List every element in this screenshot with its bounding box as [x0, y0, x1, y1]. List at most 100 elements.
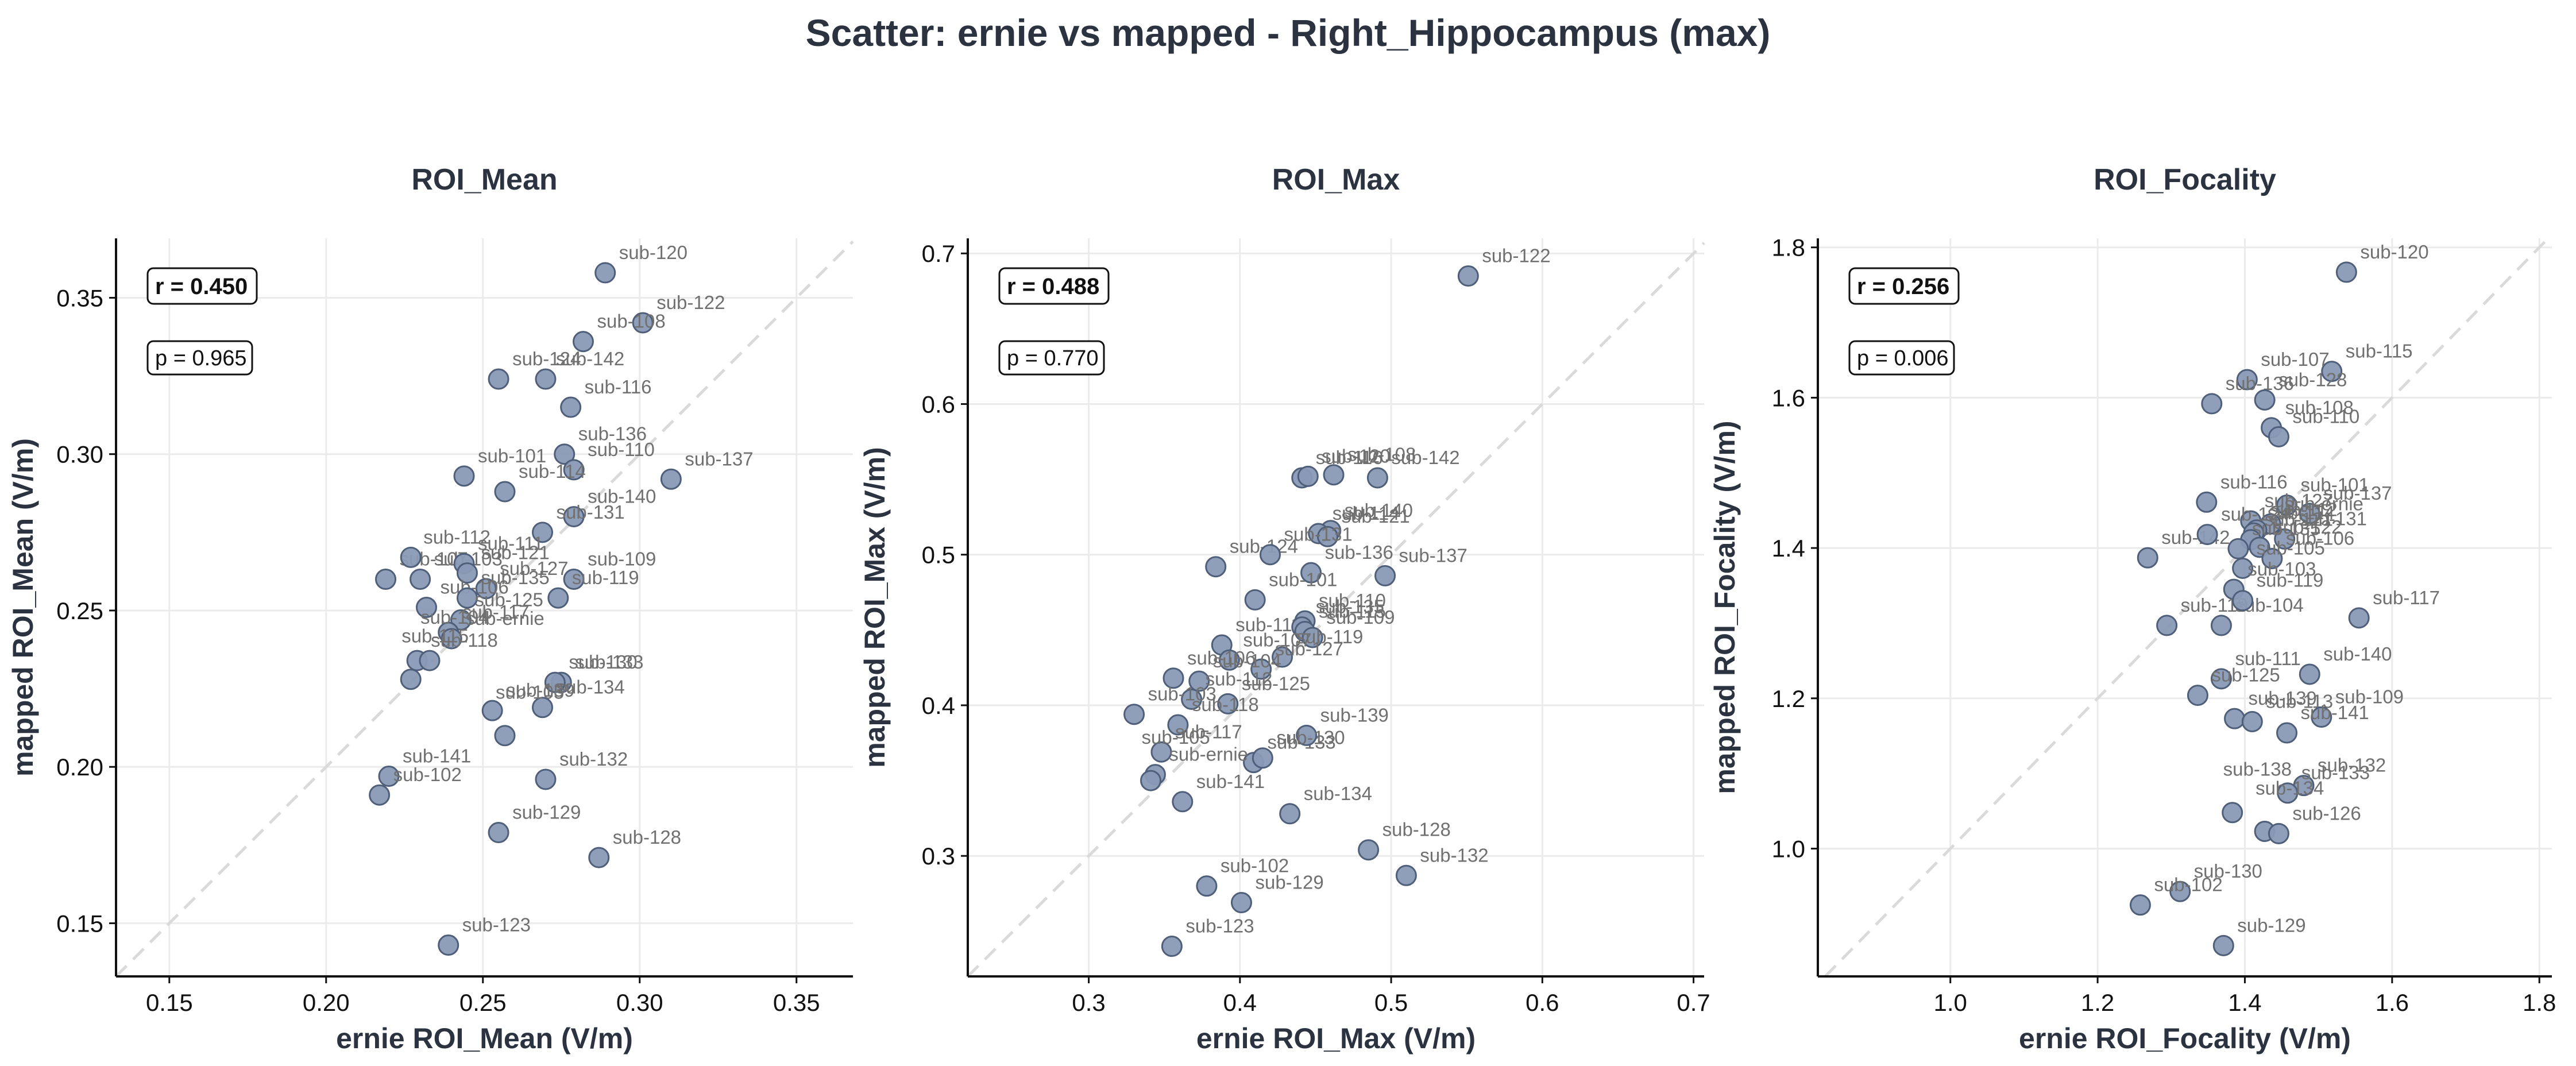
scatter-point — [1374, 565, 1396, 586]
point-label: sub-123 — [462, 914, 531, 936]
point-label: sub-142 — [2161, 527, 2230, 548]
point-label: sub-115 — [2346, 341, 2413, 362]
scatter-point — [1140, 770, 1162, 791]
scatter-point — [2321, 361, 2343, 383]
point-label: sub-130 — [569, 651, 637, 673]
y-tick-label: 0.5 — [922, 542, 955, 569]
panel-title: ROI_Focality — [2094, 163, 2276, 196]
panel-title: ROI_Mean — [411, 163, 557, 196]
point-label: sub-110 — [1319, 590, 1386, 611]
scatter-point — [1297, 465, 1319, 487]
point-label: sub-117 — [2373, 587, 2440, 608]
point-label: sub-120 — [619, 242, 688, 263]
point-label: sub-129 — [2237, 914, 2305, 936]
point-label: sub-133 — [575, 651, 643, 673]
scatter-point — [2196, 491, 2218, 513]
point-label: sub-117 — [1175, 721, 1242, 742]
y-tick-label: 0.4 — [922, 692, 955, 719]
x-tick-label: 1.0 — [1934, 989, 1967, 1016]
point-label: sub-114 — [1333, 503, 1400, 524]
point-label: sub-136 — [2226, 373, 2294, 394]
x-tick-label: 0.15 — [146, 989, 193, 1016]
scatter-point — [410, 568, 431, 590]
figure-title: Scatter: ernie vs mapped - Right_Hippoca… — [805, 11, 1771, 54]
scatter-point — [1250, 658, 1272, 680]
point-label: sub-116 — [585, 376, 652, 397]
point-label: sub-109 — [588, 548, 656, 569]
point-label: sub-ernie — [465, 608, 544, 629]
identity-line — [115, 240, 854, 978]
scatter-point — [1218, 649, 1240, 671]
point-label: sub-125 — [2211, 665, 2280, 686]
scatter-point — [2156, 615, 2178, 636]
x-tick-label: 0.3 — [1072, 989, 1105, 1016]
point-label: sub-134 — [1304, 783, 1372, 804]
scatter-point — [563, 459, 585, 481]
x-tick-label: 0.35 — [773, 989, 820, 1016]
point-label: sub-102 — [1221, 855, 1289, 876]
scatter-point — [2224, 708, 2246, 729]
point-label: sub-127 — [2265, 490, 2333, 511]
point-label: sub-139 — [2249, 688, 2317, 709]
scatter-point — [369, 784, 391, 806]
scatter-point — [375, 568, 397, 590]
point-label: sub-141 — [403, 746, 471, 767]
point-label: sub-131 — [2299, 508, 2367, 529]
y-tick-label: 1.2 — [1772, 685, 1805, 712]
y-axis-label: mapped ROI_Mean (V/m) — [7, 438, 39, 777]
scatter-point — [588, 847, 610, 868]
point-label: sub-111 — [478, 532, 543, 554]
scatter-point — [1172, 791, 1194, 813]
panel-title: ROI_Max — [1272, 163, 1400, 196]
point-label: sub-117 — [462, 601, 530, 623]
scatter-point — [1196, 875, 1218, 897]
point-label: sub-120 — [1322, 445, 1390, 466]
scatter-point — [1272, 646, 1293, 668]
scatter-point — [1163, 667, 1184, 689]
scatter-point — [2335, 261, 2357, 283]
y-tick-label: 1.4 — [1772, 535, 1805, 562]
y-tick-label: 1.0 — [1772, 836, 1805, 863]
point-label: sub-107 — [2261, 349, 2329, 370]
scatter-point — [2212, 934, 2234, 956]
point-label: sub-110 — [588, 439, 655, 460]
x-axis-label: ernie ROI_Focality (V/m) — [2019, 1022, 2351, 1055]
point-label: sub-101 — [1269, 569, 1337, 590]
x-tick-label: 0.6 — [1525, 989, 1559, 1016]
point-label: sub-109 — [2335, 686, 2404, 708]
scatter-point — [2236, 369, 2258, 391]
scatter-point — [453, 465, 475, 487]
point-label: sub-116 — [2220, 471, 2288, 492]
scatter-point — [2129, 894, 2151, 916]
point-label: sub-108 — [1347, 444, 1416, 465]
point-label: sub-127 — [500, 558, 568, 579]
scatter-point — [2196, 524, 2218, 546]
point-label: sub-112 — [2270, 499, 2338, 520]
point-label: sub-140 — [2323, 643, 2392, 665]
identity-line — [1824, 237, 2550, 978]
point-label: sub-136 — [578, 423, 647, 445]
x-tick-label: 0.5 — [1374, 989, 1408, 1016]
scatter-point — [2311, 706, 2332, 728]
y-tick-label: 0.35 — [56, 284, 103, 311]
scatter-point — [2277, 782, 2299, 804]
point-label: sub-118 — [431, 629, 498, 651]
point-label: sub-122 — [656, 292, 725, 313]
point-label: sub-135 — [2252, 517, 2320, 539]
y-tick-label: 1.8 — [1772, 234, 1805, 261]
point-label: sub-115 — [401, 625, 469, 647]
scatter-point — [532, 697, 554, 719]
scatter-point — [535, 368, 557, 390]
point-label: sub-108 — [597, 311, 665, 332]
x-tick-label: 0.30 — [616, 989, 663, 1016]
scatter-point — [535, 768, 557, 790]
scatter-point — [456, 587, 478, 609]
point-label: sub-137 — [1399, 544, 1467, 566]
scatter-point — [2241, 710, 2263, 732]
scatter-point — [494, 481, 516, 503]
scatter-point — [1279, 803, 1301, 825]
scatter-point — [1252, 747, 1273, 769]
point-label: sub-135 — [481, 567, 549, 588]
point-label: sub-104 — [420, 607, 489, 628]
scatter-point — [563, 506, 585, 528]
